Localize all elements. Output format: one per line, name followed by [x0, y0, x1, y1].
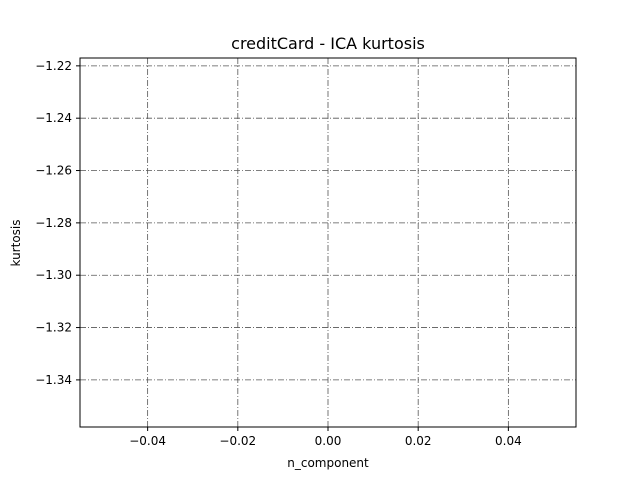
chart-title: creditCard - ICA kurtosis [231, 34, 425, 53]
y-axis: −1.22 −1.24 −1.26 −1.28 −1.30 −1.32 −1.34 [35, 59, 80, 387]
y-tick-label: −1.22 [35, 59, 72, 73]
y-tick-label: −1.30 [35, 268, 72, 282]
y-tick-label: −1.26 [35, 164, 72, 178]
y-tick-label: −1.34 [35, 373, 72, 387]
x-tick-label: 0.00 [315, 434, 342, 448]
x-tick-label: 0.02 [405, 434, 432, 448]
x-axis-label: n_component [287, 456, 369, 470]
grid [80, 58, 576, 427]
y-tick-label: −1.28 [35, 216, 72, 230]
y-tick-label: −1.32 [35, 321, 72, 335]
y-tick-label: −1.24 [35, 111, 72, 125]
x-tick-label: −0.04 [129, 434, 166, 448]
x-axis: −0.04 −0.02 0.00 0.02 0.04 [129, 427, 522, 448]
y-axis-label: kurtosis [9, 219, 23, 266]
x-tick-label: −0.02 [219, 434, 256, 448]
x-tick-label: 0.04 [495, 434, 522, 448]
